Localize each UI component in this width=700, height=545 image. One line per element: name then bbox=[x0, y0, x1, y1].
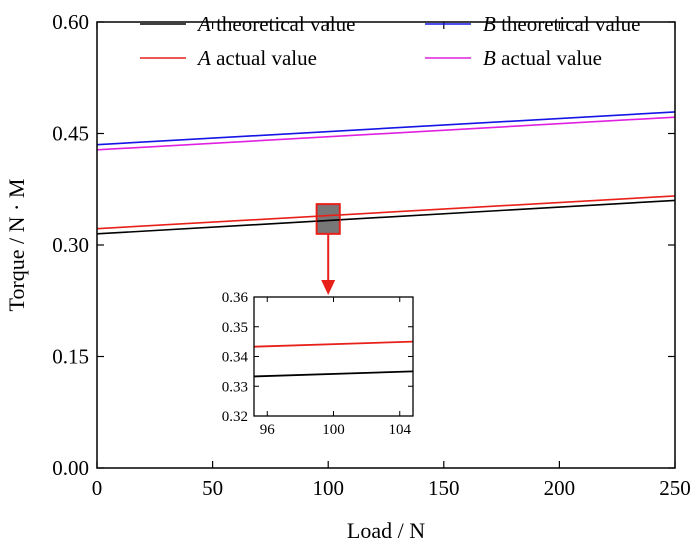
y-tick-label: 0.00 bbox=[52, 456, 89, 480]
x-tick-label: 250 bbox=[659, 476, 691, 500]
y-tick-label: 0.45 bbox=[52, 122, 89, 146]
x-tick-label: 200 bbox=[544, 476, 576, 500]
inset-frame bbox=[253, 296, 414, 417]
x-tick-label: 100 bbox=[312, 476, 344, 500]
inset-series-line-a-theoretical-value bbox=[253, 370, 414, 378]
y-tick-label: 0.15 bbox=[52, 345, 89, 369]
legend-label: A actual value bbox=[196, 46, 317, 70]
inset-y-tick-label: 0.36 bbox=[222, 290, 249, 306]
legend-item: B actual value bbox=[425, 46, 602, 70]
legend: A theoretical value A actual value B theor… bbox=[140, 12, 640, 70]
legend-item: A actual value bbox=[140, 46, 317, 70]
inset-x-tick-label: 100 bbox=[322, 422, 345, 438]
legend-label: A theoretical value bbox=[196, 12, 355, 36]
y-axis-title: Torque / N · M bbox=[4, 179, 29, 312]
series-line-b-theoretical-value bbox=[96, 111, 676, 146]
plot-frame bbox=[96, 21, 676, 469]
x-axis-title: Load / N bbox=[347, 518, 425, 543]
zoom-series-line bbox=[316, 219, 340, 222]
x-tick-label: 0 bbox=[92, 476, 103, 500]
inset-y-tick-label: 0.35 bbox=[222, 320, 248, 336]
inset-background bbox=[254, 297, 413, 416]
inset-x-tick-label: 96 bbox=[260, 422, 276, 438]
y-tick-label: 0.30 bbox=[52, 233, 89, 257]
x-tick-label: 50 bbox=[202, 476, 223, 500]
legend-item: B theoretical value bbox=[425, 12, 640, 36]
inset-y-tick-label: 0.33 bbox=[222, 379, 248, 395]
series-line-a-theoretical-value bbox=[96, 199, 676, 235]
legend-label: B theoretical value bbox=[483, 12, 640, 36]
inset-series-line-a-actual-value bbox=[253, 340, 414, 348]
inset-y-tick-label: 0.34 bbox=[222, 350, 249, 366]
inset-plot: 96 100 104 0.32 0.33 0.34 0.35 0.36 bbox=[222, 290, 414, 438]
main-plot: 0 50 100 150 200 250 0.00 0.15 0.30 0.45 0.60 bbox=[52, 10, 691, 500]
zoom-arrowhead bbox=[321, 280, 336, 295]
legend-label: B actual value bbox=[483, 46, 602, 70]
y-tick-label: 0.60 bbox=[52, 10, 89, 34]
series-line-a-actual-value bbox=[96, 195, 676, 230]
inset-y-tick-label: 0.32 bbox=[222, 409, 248, 425]
inset-x-tick-label: 104 bbox=[389, 422, 412, 438]
legend-item: A theoretical value bbox=[140, 12, 355, 36]
series-line-b-actual-value bbox=[96, 116, 676, 151]
zoom-series-line bbox=[316, 214, 340, 218]
x-tick-label: 150 bbox=[428, 476, 460, 500]
zoom-box bbox=[315, 203, 341, 235]
zoom-indicator bbox=[315, 203, 341, 295]
